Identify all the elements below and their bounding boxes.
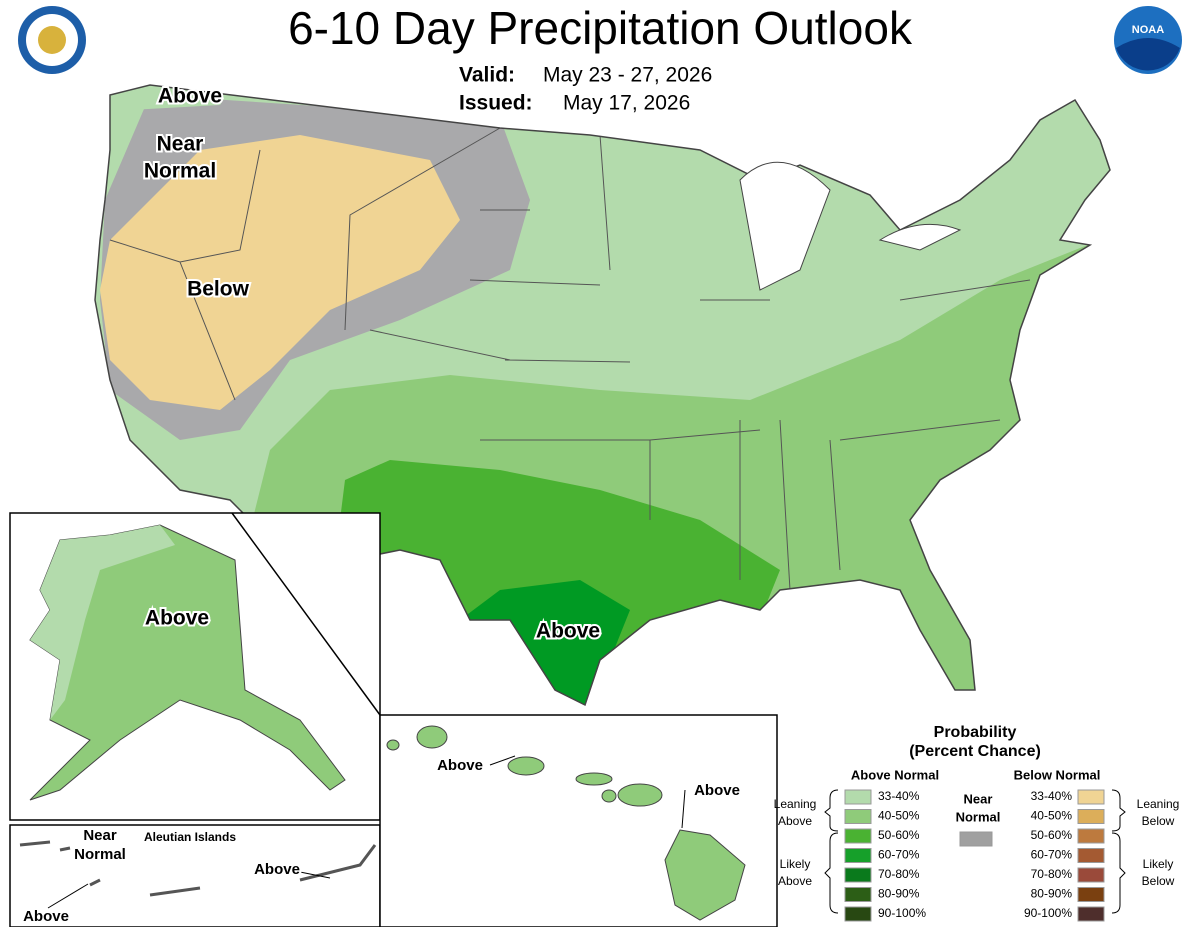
- legend-range: 90-100%: [1024, 906, 1072, 920]
- legend-swatch: [1077, 848, 1105, 863]
- map-label: Near: [157, 133, 204, 156]
- legend-group: Likely: [780, 857, 811, 871]
- legend-range: 50-60%: [878, 828, 920, 842]
- legend-range: 80-90%: [878, 887, 920, 901]
- legend-range: 40-50%: [878, 809, 920, 823]
- map-label: Above: [536, 620, 600, 643]
- legend-swatch: [844, 867, 872, 883]
- hawaii-inset: [379, 714, 778, 927]
- valid: May 23 - 27, 2026: [543, 64, 712, 87]
- valid-label: Valid:: [459, 64, 515, 87]
- legend-range: 70-80%: [878, 867, 920, 881]
- alaska-inset: [9, 512, 381, 821]
- legend-range: 33-40%: [878, 789, 920, 803]
- legend-group: Likely: [1143, 857, 1174, 871]
- map-label: Near: [83, 827, 117, 844]
- svg-text:NOAA: NOAA: [1132, 24, 1164, 36]
- map-label: Above: [694, 782, 740, 799]
- legend-swatch: [1077, 887, 1105, 902]
- legend-group: Below: [1142, 874, 1175, 888]
- legend-swatch: [1077, 789, 1105, 805]
- issued-label: Issued:: [459, 92, 533, 115]
- legend-swatch: [844, 848, 872, 863]
- legend-range: 50-60%: [1031, 828, 1073, 842]
- legend-swatch: [844, 906, 872, 922]
- legend: [824, 789, 1126, 914]
- logo-doc: [18, 6, 86, 74]
- legend-range: 90-100%: [878, 906, 926, 920]
- legend-group: Leaning: [1137, 797, 1180, 811]
- map-label: Above: [254, 861, 300, 878]
- legend-heading: Above Normal: [851, 767, 939, 782]
- legend-heading: Below Normal: [1014, 767, 1101, 782]
- aleutian-inset: [9, 824, 381, 927]
- legend-title: (Percent Chance): [909, 743, 1041, 760]
- legend-near: Normal: [956, 809, 1001, 824]
- map-label: Above: [158, 85, 222, 108]
- legend-group: Below: [1142, 814, 1175, 828]
- map-label: Above: [437, 757, 483, 774]
- legend-swatch: [844, 789, 872, 805]
- map-label: Above: [145, 607, 209, 630]
- map-label: Normal: [144, 160, 216, 183]
- legend-group: Above: [778, 874, 812, 888]
- legend-swatch: [1077, 906, 1105, 922]
- legend-group: Leaning: [774, 797, 817, 811]
- legend-range: 60-70%: [878, 848, 920, 862]
- map-label: Aleutian Islands: [144, 830, 236, 844]
- legend-range: 80-90%: [1031, 887, 1073, 901]
- issued: May 17, 2026: [563, 92, 690, 115]
- legend-title: Probability: [934, 724, 1017, 741]
- legend-swatch: [1077, 867, 1105, 883]
- legend-range: 33-40%: [1031, 789, 1073, 803]
- map-label: Above: [23, 908, 69, 925]
- legend-group: Above: [778, 814, 812, 828]
- legend-range: 60-70%: [1031, 848, 1073, 862]
- legend-swatch: [844, 809, 872, 824]
- legend-swatch: [1077, 809, 1105, 824]
- title: 6-10 Day Precipitation Outlook: [288, 2, 913, 54]
- logo-noaa: NOAA: [1114, 6, 1182, 74]
- legend-range: 70-80%: [1031, 867, 1073, 881]
- legend-swatch: [844, 828, 872, 844]
- legend-near: Near: [964, 791, 993, 806]
- legend-swatch: [959, 831, 993, 847]
- map-label: Normal: [74, 846, 126, 863]
- legend-swatch: [1077, 828, 1105, 844]
- legend-range: 40-50%: [1031, 809, 1073, 823]
- legend-swatch: [844, 887, 872, 902]
- map-label: Below: [187, 278, 250, 301]
